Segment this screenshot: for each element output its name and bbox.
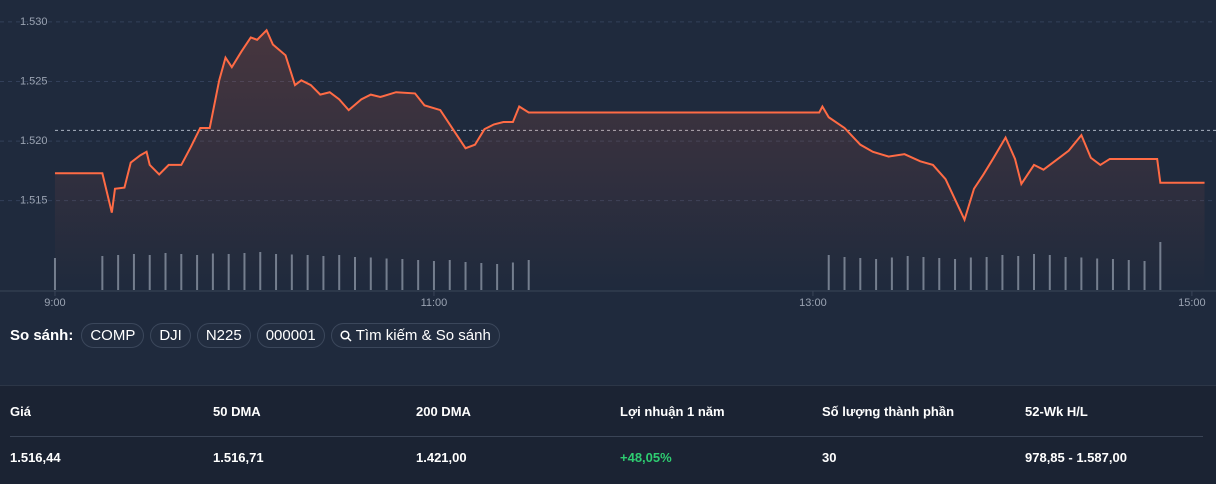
volume-bar <box>322 256 325 290</box>
search-icon <box>340 329 352 342</box>
price-area <box>54 30 1205 291</box>
stats-table: Giá 50 DMA 200 DMA Lợi nhuận 1 năm Số lượng … <box>0 385 1216 484</box>
volume-bar <box>1017 256 1020 290</box>
volume-bar <box>180 254 183 290</box>
volume-bar <box>906 256 909 290</box>
volume-bar <box>843 257 846 290</box>
stats-header-cell: Lợi nhuận 1 năm <box>620 404 725 419</box>
volume-bar <box>401 259 404 290</box>
volume-bar <box>148 255 151 290</box>
compare-bar: So sánh: COMP DJI N225 000001 Tìm kiếm &… <box>10 323 500 348</box>
search-button[interactable]: Tìm kiếm & So sánh <box>330 323 500 348</box>
volume-bar <box>511 262 514 290</box>
stats-value-cell: 1.421,00 <box>416 450 467 465</box>
stats-header-cell: 200 DMA <box>416 404 471 419</box>
volume-bar <box>1143 261 1146 290</box>
volume-bar <box>353 257 356 290</box>
stats-header: Giá 50 DMA 200 DMA Lợi nhuận 1 năm Số lượng … <box>10 404 1203 437</box>
volume-bar <box>527 260 530 290</box>
volume-bar <box>1096 258 1099 290</box>
volume-bar <box>385 258 388 290</box>
volume-bar <box>1159 242 1162 290</box>
stats-value-cell: +48,05% <box>620 450 672 465</box>
stats-value-cell: 1.516,71 <box>213 450 264 465</box>
volume-bar <box>1001 255 1004 290</box>
volume-bar <box>938 258 941 290</box>
volume-bar <box>117 255 120 290</box>
volume-bar <box>369 257 372 290</box>
compare-chip[interactable]: COMP <box>81 323 145 348</box>
volume-bar <box>164 253 167 290</box>
volume-bar <box>1127 260 1130 290</box>
volume-bar <box>417 260 420 290</box>
volume-bar <box>432 261 435 290</box>
volume-bar <box>480 263 483 290</box>
volume-bar <box>1111 259 1114 290</box>
y-tick-label: 1.530 <box>20 16 48 28</box>
y-tick-label: 1.520 <box>20 135 48 147</box>
volume-bar <box>1080 257 1083 290</box>
volume-bar <box>985 257 988 290</box>
stats-header-cell: 52-Wk H/L <box>1025 404 1088 419</box>
volume-bar <box>922 257 925 290</box>
stats-header-cell: Giá <box>10 404 31 419</box>
y-tick-label: 1.515 <box>20 195 48 207</box>
stats-values: 1.516,44 1.516,71 1.421,00 +48,05% 30 978,85 … <box>10 450 1203 470</box>
chart: 1.515 1.520 1.525 1.530 9:00 11:00 13:00 15:00 <box>0 16 1216 309</box>
volume-bar <box>132 254 135 290</box>
volume-bar <box>859 258 862 290</box>
volume-bar <box>890 257 893 290</box>
volume-bar <box>290 254 293 290</box>
volume-bar <box>338 255 341 290</box>
stats-header-cell: 50 DMA <box>213 404 261 419</box>
x-tick-label: 15:00 <box>1178 297 1206 309</box>
volume-bar <box>53 258 56 290</box>
y-tick-label: 1.525 <box>20 75 48 87</box>
compare-chip[interactable]: N225 <box>196 323 251 348</box>
volume-bar <box>101 256 104 290</box>
volume-bar <box>1064 257 1067 290</box>
compare-chip[interactable]: DJI <box>150 323 191 348</box>
stats-header-cell: Số lượng thành phần <box>822 404 955 419</box>
volume-bar <box>1033 254 1036 290</box>
volume-bar <box>464 262 467 290</box>
volume-bar <box>496 264 499 290</box>
x-tick-label: 13:00 <box>799 297 827 309</box>
x-tick-label: 11:00 <box>421 297 448 309</box>
stats-value-cell: 978,85 - 1.587,00 <box>1025 450 1127 465</box>
volume-bar <box>969 257 972 290</box>
search-text: Tìm kiếm & So sánh <box>355 327 491 344</box>
price-line <box>54 28 1205 223</box>
volume-bar <box>306 255 309 290</box>
compare-chip[interactable]: 000001 <box>256 323 325 348</box>
volume-bar <box>227 254 230 290</box>
stats-value-cell: 1.516,44 <box>10 450 61 465</box>
volume-bar <box>211 253 214 290</box>
volume-bar <box>448 260 451 290</box>
volume-bar <box>1048 255 1051 290</box>
compare-label: So sánh: <box>10 327 74 344</box>
stats-value-cell: 30 <box>822 450 837 465</box>
volume-bar <box>275 254 278 290</box>
volume-bar <box>243 253 246 290</box>
volume-bar <box>259 252 262 290</box>
x-tick-label: 9:00 <box>44 297 65 309</box>
volume-bar <box>196 255 199 290</box>
volume-bar <box>827 255 830 290</box>
volume-bar <box>875 259 878 290</box>
volume-bar <box>954 259 957 290</box>
